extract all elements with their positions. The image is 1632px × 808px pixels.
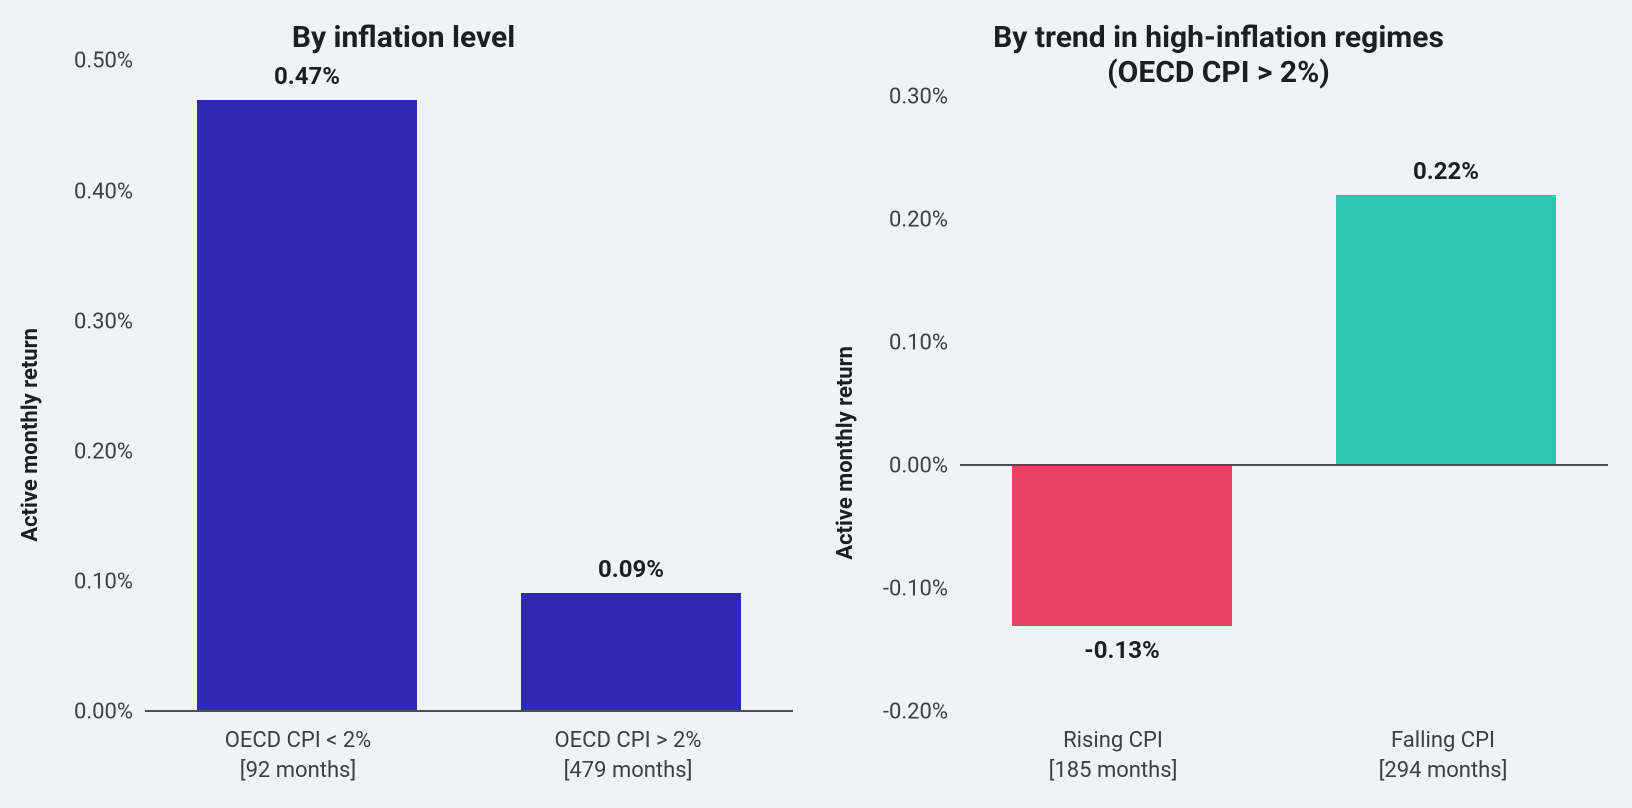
right-chart-body: Active monthly return -0.20% -0.10% 0.00% 0… [829,97,1608,808]
left-axis-area: 0.00%0.10%0.20%0.30%0.40%0.50% 0.47%0.09… [47,61,793,712]
right-xlabel: Rising CPI[185 months] [948,712,1278,798]
right-plot-area: -0.13% 0.22% [960,97,1608,712]
right-plot: -0.20%-0.10%0.00%0.10%0.20%0.30% -0.13%0… [862,97,1608,808]
charts-container: By inflation level Active monthly return… [0,0,1632,808]
right-axis-area: -0.20%-0.10%0.00%0.10%0.20%0.30% -0.13%0… [862,97,1608,712]
left-ytick: 0.10% [74,569,133,594]
left-bar [521,593,741,710]
left-ytick: 0.20% [74,439,133,464]
left-chart-body: Active monthly return 0.00% 0.10% 0.20% 0.3… [14,61,793,808]
left-xlabel: OECD CPI > 2%[479 months] [463,712,793,798]
right-value-label: 0.22% [1413,157,1479,185]
left-bar-slot: 0.47% [145,61,469,710]
right-bar [1336,195,1556,466]
right-xlabel: Falling CPI[294 months] [1278,712,1608,798]
left-chart-panel: By inflation level Active monthly return… [14,0,793,808]
left-plot-area: 0.47% 0.09% [145,61,793,712]
left-ytick: 0.00% [74,700,133,725]
right-value-label: -0.13% [1084,636,1159,664]
left-ytick: 0.50% [74,49,133,74]
right-x-labels: Rising CPI[185 months]Falling CPI[294 mo… [948,712,1608,808]
left-xlabel: OECD CPI < 2%[92 months] [133,712,463,798]
right-bar-slot: -0.13% [960,97,1284,712]
left-value-label: 0.09% [598,555,664,583]
right-chart-title: By trend in high-inflation regimes (OECD… [829,0,1608,97]
right-bars: -0.13% 0.22% [960,97,1608,712]
left-ytick: 0.30% [74,309,133,334]
right-ytick: -0.10% [883,576,948,601]
left-ytick: 0.40% [74,179,133,204]
right-zero-line [960,464,1608,466]
left-bar [197,100,417,710]
right-chart-panel: By trend in high-inflation regimes (OECD… [829,0,1608,808]
left-x-labels: OECD CPI < 2%[92 months]OECD CPI > 2%[47… [133,712,793,808]
right-ytick: 0.20% [889,207,948,232]
left-bar-slot: 0.09% [469,61,793,710]
left-bars: 0.47% 0.09% [145,61,793,710]
right-y-ticks: -0.20%-0.10%0.00%0.10%0.20%0.30% [862,97,960,712]
right-ytick: -0.20% [883,700,948,725]
right-ytick: 0.10% [889,330,948,355]
right-bar [1012,466,1232,626]
right-ytick: 0.30% [889,84,948,109]
left-plot: 0.00%0.10%0.20%0.30%0.40%0.50% 0.47%0.09… [47,61,793,808]
left-y-axis-label: Active monthly return [14,328,47,542]
right-y-axis-label: Active monthly return [829,346,862,560]
right-bar-slot: 0.22% [1284,97,1608,712]
left-value-label: 0.47% [274,62,340,90]
left-y-ticks: 0.00%0.10%0.20%0.30%0.40%0.50% [47,61,145,712]
right-ytick: 0.00% [889,453,948,478]
